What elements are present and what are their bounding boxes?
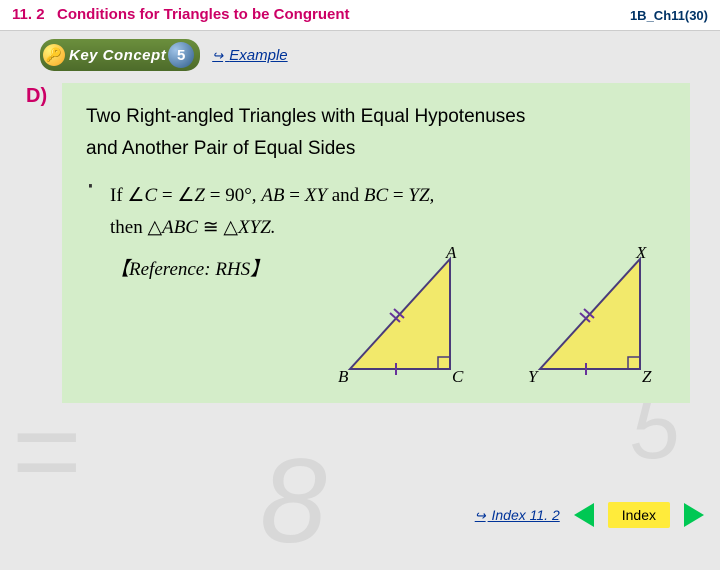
bullet-icon: ‧	[86, 180, 110, 245]
nav-prev-button[interactable]	[574, 503, 594, 527]
keyconcept-row: 🔑 Key Concept 5 ↪ Example	[0, 31, 720, 79]
heading-line2: and Another Pair of Equal Sides	[86, 133, 666, 165]
vertex-label: X	[636, 243, 646, 263]
keyconcept-badge: 🔑 Key Concept 5	[40, 39, 200, 71]
vertex-label: Y	[528, 367, 537, 387]
main-content: D) Two Right-angled Triangles with Equal…	[0, 79, 720, 413]
diagram-area: A B C X Y Z	[340, 249, 670, 389]
footer-nav: ↪ Index 11. 2 Index	[475, 502, 704, 528]
section-title: Conditions for Triangles to be Congruent	[57, 6, 350, 23]
vertex-label: C	[452, 367, 463, 387]
example-label: Example	[229, 47, 287, 64]
watermark: 8	[260, 432, 327, 570]
condition-text: If ∠C = ∠Z = 90°, AB = XY and BC = YZ, t…	[110, 180, 434, 245]
triangle-xyz: X Y Z	[530, 249, 670, 389]
example-link[interactable]: ↪ Example	[212, 47, 287, 64]
vertex-label: B	[338, 367, 348, 387]
index-button[interactable]: Index	[608, 502, 670, 528]
header-title: 11. 2 Conditions for Triangles to be Con…	[12, 6, 350, 24]
heading-line1: Two Right-angled Triangles with Equal Hy…	[86, 101, 666, 133]
arrow-icon: ↪	[212, 48, 223, 63]
section-letter: D)	[26, 85, 47, 108]
keyconcept-number: 5	[168, 42, 194, 68]
triangle-abc: A B C	[340, 249, 480, 389]
key-icon: 🔑	[43, 44, 65, 66]
section-number: 11. 2	[12, 6, 45, 23]
index-link[interactable]: ↪ Index 11. 2	[475, 507, 560, 524]
vertex-label: Z	[642, 367, 651, 387]
condition-row: ‧ If ∠C = ∠Z = 90°, AB = XY and BC = YZ,…	[86, 180, 666, 245]
nav-next-button[interactable]	[684, 503, 704, 527]
arrow-icon: ↪	[475, 508, 486, 523]
header-bar: 11. 2 Conditions for Triangles to be Con…	[0, 0, 720, 31]
content-box: D) Two Right-angled Triangles with Equal…	[62, 83, 690, 403]
keyconcept-label: Key Concept	[69, 47, 166, 64]
vertex-label: A	[446, 243, 456, 263]
page-code: 1B_Ch11(30)	[630, 8, 708, 23]
